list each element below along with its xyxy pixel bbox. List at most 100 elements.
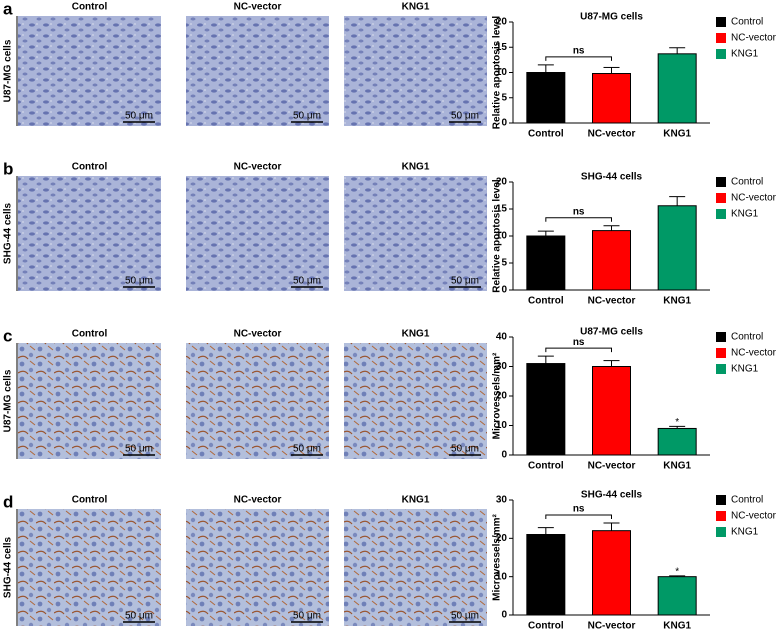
bar — [526, 363, 566, 456]
panel-label: d — [3, 492, 13, 511]
row-label: U87-MG cells — [3, 369, 14, 432]
y-tick-label: 20 — [496, 533, 508, 544]
scale-bar-label: 50 μm — [293, 444, 321, 455]
legend-swatch — [716, 193, 726, 203]
chart-title: U87-MG cells — [580, 12, 643, 23]
chart-title: SHG-44 cells — [581, 490, 643, 501]
image-title: Control — [72, 495, 108, 506]
x-tick-label: NC-vector — [588, 129, 636, 140]
y-tick-label: 30 — [496, 495, 508, 506]
image-title: KNG1 — [402, 162, 430, 173]
micrograph — [18, 176, 161, 291]
y-tick-label: 10 — [496, 67, 508, 78]
y-axis-label: Relative apoptosis level — [492, 179, 503, 293]
image-title: Control — [72, 2, 108, 13]
significance-star: * — [675, 417, 679, 428]
scale-bar-label: 50 μm — [451, 611, 479, 622]
significance-bracket — [545, 347, 612, 353]
bar — [657, 576, 697, 616]
significance-label: ns — [573, 46, 585, 57]
bar — [526, 72, 566, 124]
y-tick-label: 10 — [496, 420, 508, 431]
micrograph — [186, 176, 329, 291]
legend-swatch — [716, 209, 726, 219]
scale-bar-label: 50 μm — [451, 111, 479, 122]
micrograph — [18, 343, 161, 459]
micrograph — [18, 509, 161, 626]
legend-swatch — [716, 177, 726, 187]
legend-label: KNG1 — [731, 209, 759, 220]
x-tick-label: Control — [528, 296, 564, 307]
legend-swatch — [716, 332, 726, 342]
significance-bracket — [545, 514, 612, 519]
legend-label: NC-vector — [731, 348, 777, 359]
scale-bar-label: 50 μm — [125, 444, 153, 455]
y-tick-label: 30 — [496, 361, 508, 372]
x-tick-label: Control — [528, 461, 564, 472]
legend-swatch — [716, 495, 726, 505]
y-tick-label: 5 — [501, 258, 507, 269]
y-tick-label: 10 — [496, 571, 508, 582]
micrograph — [186, 509, 329, 626]
legend-label: NC-vector — [731, 511, 777, 522]
legend-swatch — [716, 17, 726, 27]
bar — [657, 427, 697, 456]
significance-label: ns — [573, 504, 585, 515]
image-title: KNG1 — [402, 329, 430, 340]
legend-swatch — [716, 49, 726, 59]
scale-bar-label: 50 μm — [451, 444, 479, 455]
legend-swatch — [716, 364, 726, 374]
micrograph — [344, 176, 487, 291]
scale-bar-label: 50 μm — [125, 611, 153, 622]
micrograph — [344, 16, 487, 126]
bar — [592, 230, 631, 291]
y-tick-label: 0 — [501, 450, 507, 461]
y-tick-label: 15 — [496, 204, 508, 215]
y-tick-label: 20 — [496, 391, 508, 402]
y-axis-label: Microvessels/mm² — [492, 352, 503, 439]
legend-label: NC-vector — [731, 33, 777, 44]
scale-bar-label: 50 μm — [293, 276, 321, 287]
x-tick-label: KNG1 — [663, 461, 691, 472]
micrograph — [18, 16, 161, 126]
y-tick-label: 20 — [496, 177, 508, 188]
legend-label: KNG1 — [731, 527, 759, 538]
legend-label: Control — [731, 495, 763, 506]
image-title: NC-vector — [234, 2, 282, 13]
y-tick-label: 20 — [496, 17, 508, 28]
image-title: NC-vector — [234, 162, 282, 173]
y-axis-label: Relative apoptosis level — [492, 16, 503, 130]
bar — [657, 53, 697, 124]
scale-bar-label: 50 μm — [293, 611, 321, 622]
micrograph — [186, 343, 329, 459]
bar — [592, 366, 631, 456]
y-tick-label: 40 — [496, 332, 508, 343]
significance-label: ns — [573, 206, 585, 217]
legend-label: Control — [731, 332, 763, 343]
row-label: U87-MG cells — [3, 39, 14, 102]
y-tick-label: 10 — [496, 231, 508, 242]
image-title: NC-vector — [234, 495, 282, 506]
x-tick-label: NC-vector — [588, 621, 636, 630]
y-tick-label: 0 — [501, 118, 507, 129]
bar — [592, 73, 631, 124]
image-title: KNG1 — [402, 2, 430, 13]
scale-bar-label: 50 μm — [293, 111, 321, 122]
image-title: NC-vector — [234, 329, 282, 340]
y-tick-label: 15 — [496, 42, 508, 53]
image-title: Control — [72, 162, 108, 173]
micrograph — [186, 16, 329, 126]
y-tick-label: 0 — [501, 610, 507, 621]
panel-label: b — [3, 159, 13, 178]
legend-swatch — [716, 511, 726, 521]
y-tick-label: 0 — [501, 285, 507, 296]
legend-swatch — [716, 527, 726, 537]
panel-label: a — [3, 0, 13, 18]
significance-star: * — [675, 567, 679, 578]
scale-bar-label: 50 μm — [125, 111, 153, 122]
micrograph — [344, 343, 487, 459]
bar — [592, 530, 631, 616]
x-tick-label: KNG1 — [663, 296, 691, 307]
scale-bar-label: 50 μm — [125, 276, 153, 287]
